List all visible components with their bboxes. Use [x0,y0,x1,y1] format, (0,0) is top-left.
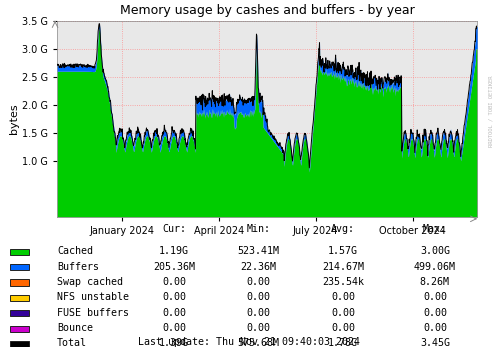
Text: 235.54k: 235.54k [322,277,364,287]
Text: 523.41M: 523.41M [238,246,279,256]
Text: 0.00: 0.00 [247,277,270,287]
FancyBboxPatch shape [10,279,29,286]
Text: Swap cached: Swap cached [57,277,123,287]
Text: Bounce: Bounce [57,323,93,333]
FancyBboxPatch shape [10,264,29,270]
Text: 0.00: 0.00 [247,293,270,303]
Text: 499.06M: 499.06M [414,262,456,272]
Text: 0.00: 0.00 [162,323,186,333]
Text: NFS unstable: NFS unstable [57,293,129,303]
Text: RRDTOOL / TOBI OETIKER: RRDTOOL / TOBI OETIKER [488,75,493,147]
Text: 0.00: 0.00 [247,323,270,333]
Y-axis label: bytes: bytes [9,103,19,134]
Text: 3.00G: 3.00G [420,246,450,256]
FancyBboxPatch shape [10,295,29,301]
Text: 1.78G: 1.78G [328,338,358,347]
Text: Buffers: Buffers [57,262,99,272]
FancyBboxPatch shape [10,249,29,255]
FancyBboxPatch shape [10,310,29,316]
Text: 1.19G: 1.19G [159,246,189,256]
Text: 3.45G: 3.45G [420,338,450,347]
Text: 214.67M: 214.67M [322,262,364,272]
Text: 575.68M: 575.68M [238,338,279,347]
Text: 0.00: 0.00 [423,323,447,333]
FancyBboxPatch shape [10,325,29,332]
Text: 0.00: 0.00 [423,308,447,318]
Text: Min:: Min: [247,225,270,235]
Text: FUSE buffers: FUSE buffers [57,308,129,318]
Text: 0.00: 0.00 [331,308,355,318]
Text: Cached: Cached [57,246,93,256]
Text: 0.00: 0.00 [162,277,186,287]
Text: Cur:: Cur: [162,225,186,235]
Text: Avg:: Avg: [331,225,355,235]
FancyBboxPatch shape [10,341,29,347]
Text: Last update: Thu Nov 21 09:40:03 2024: Last update: Thu Nov 21 09:40:03 2024 [138,337,359,347]
Text: 205.36M: 205.36M [153,262,195,272]
Text: 1.57G: 1.57G [328,246,358,256]
Text: 0.00: 0.00 [331,293,355,303]
Text: 0.00: 0.00 [162,293,186,303]
Text: 1.39G: 1.39G [159,338,189,347]
Text: 0.00: 0.00 [162,308,186,318]
Text: 0.00: 0.00 [331,323,355,333]
Text: 8.26M: 8.26M [420,277,450,287]
Title: Memory usage by cashes and buffers - by year: Memory usage by cashes and buffers - by … [120,4,414,17]
Text: 22.36M: 22.36M [241,262,276,272]
Text: Max:: Max: [423,225,447,235]
Text: 0.00: 0.00 [247,308,270,318]
Text: Total: Total [57,338,87,347]
Text: 0.00: 0.00 [423,293,447,303]
